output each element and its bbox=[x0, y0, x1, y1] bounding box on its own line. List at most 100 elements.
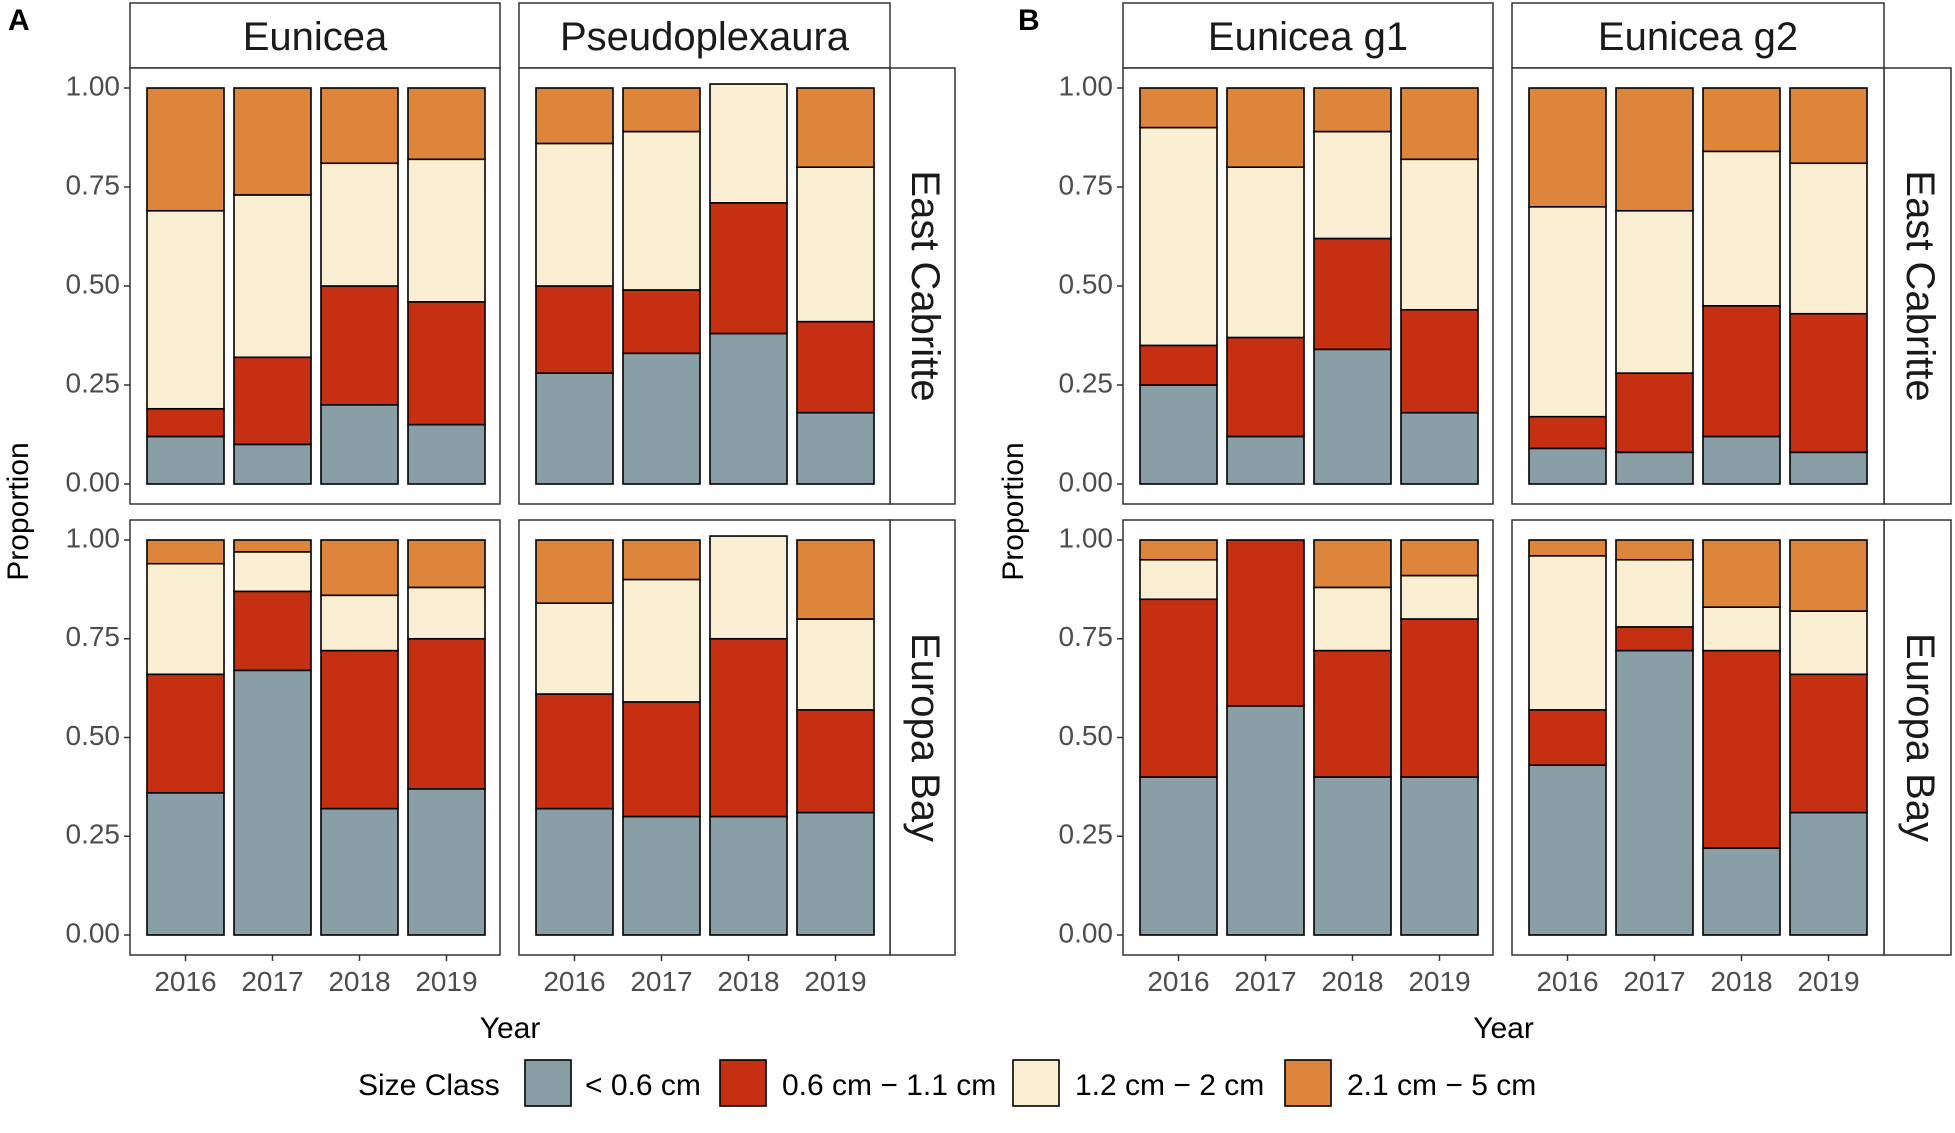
bar-eunicea-g2-europa-bay-2018-2-1-cm-5-cm bbox=[1702, 539, 1781, 608]
bar-eunicea-europa-bay-2019-0-6-cm-1-1-cm bbox=[407, 637, 486, 790]
y-tick-label: 0.50 bbox=[66, 720, 121, 751]
bar-eunicea-g1-east-cabritte-2017-2-1-cm-5-cm bbox=[1226, 87, 1305, 168]
bar-pseudoplexaura-europa-bay-2017-0-6-cm-1-1-cm bbox=[622, 701, 701, 818]
bar-eunicea-g1-europa-bay-2016-0-6-cm bbox=[1139, 776, 1218, 936]
bar-eunicea-europa-bay-2018-2-1-cm-5-cm bbox=[320, 539, 399, 597]
bar-eunicea-east-cabritte-2018-2-1-cm-5-cm bbox=[320, 87, 399, 165]
x-tick-label: 2017 bbox=[241, 966, 303, 997]
bar-eunicea-g2-europa-bay-2017-0-6-cm-1-1-cm bbox=[1615, 626, 1694, 652]
bar-eunicea-g2-europa-bay-2019-1-2-cm-2-cm bbox=[1789, 610, 1868, 676]
strip-east-cabritte bbox=[889, 67, 956, 505]
bar-eunicea-europa-bay-2016-1-2-cm-2-cm bbox=[146, 562, 225, 676]
bar-pseudoplexaura-europa-bay-2019-1-2-cm-2-cm bbox=[796, 618, 875, 711]
chart-panels: A Eunicea Pseudoplexaura East Cabritte Europ… bbox=[2, 2, 1952, 1045]
y-tick-label: 0.25 bbox=[66, 819, 121, 850]
bar-eunicea-east-cabritte-2018-0-6-cm-1-1-cm bbox=[320, 285, 399, 406]
bar-eunicea-europa-bay-2017-1-2-cm-2-cm bbox=[233, 551, 312, 593]
bar-eunicea-g1-europa-bay-2016-2-1-cm-5-cm bbox=[1139, 539, 1218, 561]
bar-eunicea-europa-bay-2018-1-2-cm-2-cm bbox=[320, 594, 399, 652]
y-tick-label: 0.50 bbox=[1059, 268, 1114, 299]
bar-eunicea-g1-east-cabritte-2016-1-2-cm-2-cm bbox=[1139, 126, 1218, 347]
strip-label-europa-bay: Europa Bay bbox=[903, 633, 947, 842]
bar-eunicea-g2-east-cabritte-2019-2-1-cm-5-cm bbox=[1789, 87, 1868, 165]
bar-eunicea-g1-east-cabritte-2017-0-6-cm bbox=[1226, 435, 1305, 485]
bar-pseudoplexaura-east-cabritte-2016-1-2-cm-2-cm bbox=[535, 142, 614, 287]
y-tick-label: 0.75 bbox=[66, 621, 121, 652]
y-tick-label: 0.25 bbox=[1059, 819, 1114, 850]
bar-eunicea-europa-bay-2017-0-6-cm bbox=[233, 669, 312, 936]
x-tick-label: 2018 bbox=[1710, 966, 1772, 997]
bar-pseudoplexaura-europa-bay-2017-1-2-cm-2-cm bbox=[622, 578, 701, 703]
bar-eunicea-europa-bay-2017-0-6-cm-1-1-cm bbox=[233, 590, 312, 672]
y-tick-label: 0.75 bbox=[1059, 621, 1114, 652]
bar-eunicea-g1-east-cabritte-2016-0-6-cm bbox=[1139, 384, 1218, 485]
bar-eunicea-g2-east-cabritte-2017-0-6-cm-1-1-cm bbox=[1615, 372, 1694, 454]
bar-pseudoplexaura-europa-bay-2019-2-1-cm-5-cm bbox=[796, 539, 875, 620]
facet-eunicea-g1-europa-bay: 0.00 0.25 0.50 0.75 1.00 2016 2017 2018 2019 bbox=[1059, 519, 1494, 997]
strip-europa-bay bbox=[1883, 519, 1952, 956]
bar-pseudoplexaura-europa-bay-2016-2-1-cm-5-cm bbox=[535, 539, 614, 605]
x-tick-label: 2016 bbox=[1147, 966, 1209, 997]
bar-pseudoplexaura-east-cabritte-2018-1-2-cm-2-cm bbox=[709, 83, 788, 204]
strip-label-east-cabritte: East Cabritte bbox=[1898, 170, 1942, 401]
panel-b: B Eunicea g1 Eunicea g2 East Cabritte Europa… bbox=[997, 2, 1952, 1045]
bar-eunicea-g2-east-cabritte-2019-0-6-cm bbox=[1789, 451, 1868, 485]
bar-pseudoplexaura-east-cabritte-2017-0-6-cm-1-1-cm bbox=[622, 289, 701, 355]
y-tick-label: 0.75 bbox=[66, 169, 121, 200]
bar-eunicea-g1-east-cabritte-2018-0-6-cm-1-1-cm bbox=[1313, 237, 1392, 351]
y-tick-label: 1.00 bbox=[1059, 70, 1114, 101]
x-tick-label: 2016 bbox=[1536, 966, 1598, 997]
bar-eunicea-g1-east-cabritte-2018-0-6-cm bbox=[1313, 348, 1392, 485]
bar-eunicea-g1-europa-bay-2016-0-6-cm-1-1-cm bbox=[1139, 598, 1218, 778]
facet-eunicea-g1-east-cabritte: 0.00 0.25 0.50 0.75 1.00 bbox=[1059, 67, 1494, 505]
bar-pseudoplexaura-europa-bay-2019-0-6-cm bbox=[796, 811, 875, 936]
bar-eunicea-europa-bay-2019-2-1-cm-5-cm bbox=[407, 539, 486, 589]
bar-eunicea-g2-europa-bay-2016-0-6-cm-1-1-cm bbox=[1528, 709, 1607, 766]
facet-pseudoplexaura-east-cabritte bbox=[518, 67, 891, 505]
bar-eunicea-east-cabritte-2018-1-2-cm-2-cm bbox=[320, 162, 399, 287]
legend-title: Size Class bbox=[358, 1069, 500, 1102]
strip-eunicea bbox=[129, 2, 501, 69]
bar-eunicea-g2-east-cabritte-2016-0-6-cm-1-1-cm bbox=[1528, 415, 1607, 450]
x-tick-label: 2019 bbox=[1408, 966, 1470, 997]
bar-pseudoplexaura-europa-bay-2016-1-2-cm-2-cm bbox=[535, 602, 614, 695]
x-tick-label: 2017 bbox=[1623, 966, 1685, 997]
y-tick-label: 0.00 bbox=[1059, 917, 1114, 948]
bar-eunicea-g2-east-cabritte-2018-1-2-cm-2-cm bbox=[1702, 150, 1781, 307]
x-tick-label: 2018 bbox=[328, 966, 390, 997]
strip-label-eunicea-g1: Eunicea g1 bbox=[1208, 15, 1408, 59]
bar-eunicea-g1-europa-bay-2018-0-6-cm-1-1-cm bbox=[1313, 649, 1392, 778]
bar-eunicea-g2-europa-bay-2018-0-6-cm-1-1-cm bbox=[1702, 649, 1781, 849]
bar-eunicea-g1-europa-bay-2019-0-6-cm-1-1-cm bbox=[1400, 618, 1479, 778]
y-tick-label: 0.00 bbox=[66, 917, 121, 948]
legend-entry-1-2-cm-2-cm: 1.2 cm − 2 cm bbox=[1012, 1059, 1264, 1107]
x-tick-label: 2017 bbox=[630, 966, 692, 997]
strip-label-eunicea: Eunicea bbox=[243, 15, 388, 59]
bar-eunicea-g2-europa-bay-2017-1-2-cm-2-cm bbox=[1615, 558, 1694, 628]
x-tick-label: 2018 bbox=[717, 966, 779, 997]
bar-eunicea-g2-europa-bay-2019-2-1-cm-5-cm bbox=[1789, 539, 1868, 612]
bar-pseudoplexaura-east-cabritte-2019-0-6-cm-1-1-cm bbox=[796, 320, 875, 414]
bar-eunicea-g2-east-cabritte-2017-2-1-cm-5-cm bbox=[1615, 87, 1694, 212]
bar-eunicea-g1-europa-bay-2018-1-2-cm-2-cm bbox=[1313, 586, 1392, 652]
bar-pseudoplexaura-europa-bay-2018-1-2-cm-2-cm bbox=[709, 535, 788, 640]
bar-eunicea-east-cabritte-2017-0-6-cm-1-1-cm bbox=[233, 356, 312, 446]
y-axis-title: Proportion bbox=[2, 442, 35, 580]
bar-eunicea-east-cabritte-2019-1-2-cm-2-cm bbox=[407, 158, 486, 303]
legend-swatch bbox=[1012, 1059, 1060, 1107]
bar-pseudoplexaura-europa-bay-2018-0-6-cm-1-1-cm bbox=[709, 637, 788, 818]
bar-pseudoplexaura-east-cabritte-2018-0-6-cm-1-1-cm bbox=[709, 202, 788, 335]
bar-pseudoplexaura-east-cabritte-2019-0-6-cm bbox=[796, 411, 875, 485]
y-tick-label: 0.00 bbox=[1059, 466, 1114, 497]
legend-swatch bbox=[1284, 1059, 1332, 1107]
y-tick-label: 0.50 bbox=[66, 268, 121, 299]
bar-pseudoplexaura-east-cabritte-2018-0-6-cm bbox=[709, 332, 788, 485]
bar-eunicea-g1-east-cabritte-2017-0-6-cm-1-1-cm bbox=[1226, 336, 1305, 438]
bar-pseudoplexaura-east-cabritte-2016-2-1-cm-5-cm bbox=[535, 87, 614, 145]
bar-eunicea-east-cabritte-2017-1-2-cm-2-cm bbox=[233, 194, 312, 359]
legend-swatch bbox=[719, 1059, 767, 1107]
bar-eunicea-g2-east-cabritte-2018-0-6-cm-1-1-cm bbox=[1702, 304, 1781, 438]
bar-pseudoplexaura-europa-bay-2017-2-1-cm-5-cm bbox=[622, 539, 701, 581]
facet-eunicea-east-cabritte: 0.00 0.25 0.50 0.75 1.00 bbox=[66, 67, 501, 505]
